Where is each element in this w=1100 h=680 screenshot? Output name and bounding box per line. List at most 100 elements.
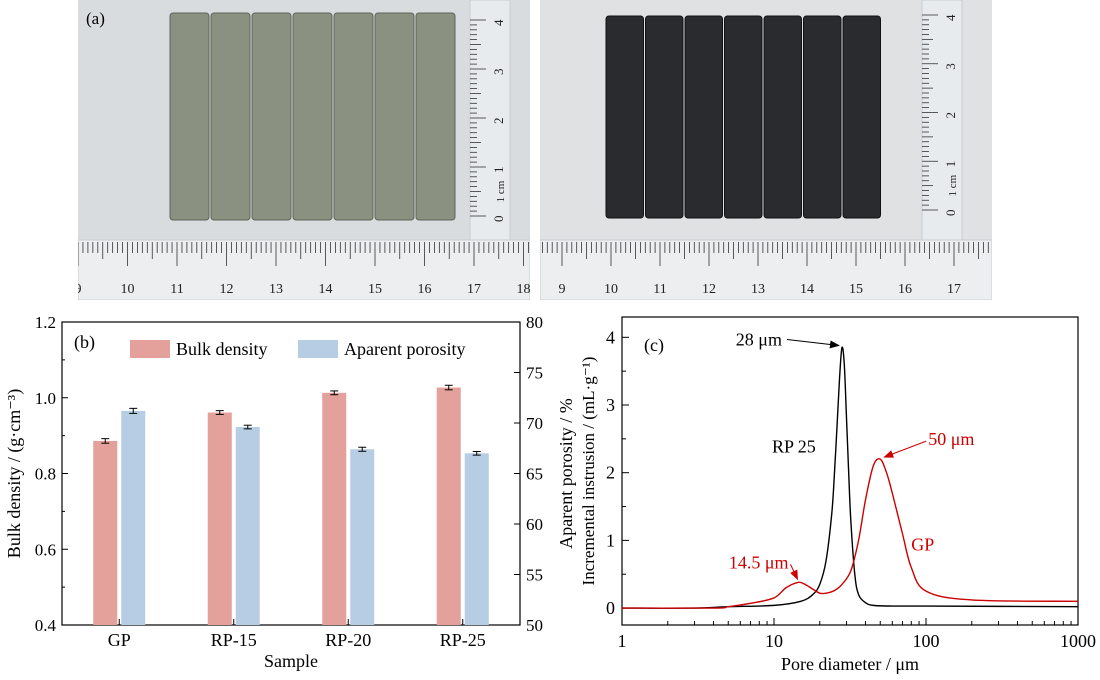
series-label-rp25: RP 25 xyxy=(772,436,816,456)
sample-bar xyxy=(842,15,881,219)
sample-bar xyxy=(251,12,292,221)
ruler-label: 11 xyxy=(653,282,666,297)
bar-bulk-density xyxy=(436,387,461,625)
ruler-label: 4 xyxy=(943,14,958,21)
sample-bar xyxy=(333,12,374,221)
sample-bar xyxy=(684,15,723,219)
y-tick-label: 1.0 xyxy=(35,389,56,408)
ruler-label: 15 xyxy=(368,282,382,297)
ruler-label: 9 xyxy=(559,282,566,297)
vertical-ruler xyxy=(921,0,963,241)
ruler-label: 11 xyxy=(170,282,183,297)
panel-a-label: (a) xyxy=(86,9,105,28)
ruler-label: 0 xyxy=(491,216,506,223)
y-tick-label: 1 xyxy=(606,530,615,550)
bar-chart-density-porosity: 0.4 0.6 0.8 1.0 1.2 50 55 60 65 70 75 80 GP RP-15 RP-2… xyxy=(4,313,576,671)
y2-tick-label: 65 xyxy=(526,465,543,484)
annotation-arrow xyxy=(790,564,798,581)
x-tick-label: 1000 xyxy=(1060,631,1096,651)
annotation-14-5um: 14.5 μm xyxy=(729,552,789,572)
bar-bulk-density xyxy=(93,440,118,625)
vertical-ruler xyxy=(469,0,511,241)
panel-b-label: (b) xyxy=(74,332,95,353)
y-tick-label: 0.4 xyxy=(35,616,57,635)
ruler-label: 3 xyxy=(943,63,958,70)
sample-bar xyxy=(763,15,802,219)
bar-porosity xyxy=(464,453,489,625)
sample-bar xyxy=(605,15,644,219)
ruler-unit-label: 1 cm xyxy=(495,180,507,202)
ruler-label: 15 xyxy=(849,282,863,297)
y-tick-label: 4 xyxy=(606,327,615,347)
y-tick-label: 2 xyxy=(606,463,615,483)
y2-tick-label: 60 xyxy=(526,515,543,534)
ruler-label: 18 xyxy=(517,282,531,297)
x-tick-label: RP-25 xyxy=(440,630,486,650)
y-tick-label: 1.2 xyxy=(35,313,56,332)
annotation-28um: 28 μm xyxy=(736,329,782,349)
ruler-label: 12 xyxy=(220,282,234,297)
sample-bar xyxy=(803,15,842,219)
sample-bar xyxy=(415,12,456,221)
legend-label-bulk: Bulk density xyxy=(176,339,268,359)
legend-label-porosity: Aparent porosity xyxy=(344,339,465,359)
horizontal-ruler xyxy=(540,239,992,300)
sample-bar xyxy=(292,12,333,221)
annotation-50um: 50 μm xyxy=(928,429,974,449)
ruler-label: 2 xyxy=(491,118,506,125)
y-tick-label: 0.6 xyxy=(35,540,56,559)
y-axis-label: Incremental instrusion / (mL·g⁻¹) xyxy=(580,357,598,586)
sample-bar xyxy=(374,12,415,221)
sample-bar xyxy=(169,12,210,221)
ruler-label: 3 xyxy=(491,69,506,76)
panel-c-label: (c) xyxy=(644,335,664,356)
ruler-unit-label: 1 cm xyxy=(947,174,959,196)
series-label-gp: GP xyxy=(911,535,934,555)
plot-frame xyxy=(621,316,1079,626)
annotation-arrow xyxy=(883,440,927,458)
ruler-label: 4 xyxy=(491,19,506,26)
series-line-rp25 xyxy=(621,346,1079,609)
bar-bulk-density xyxy=(322,392,347,625)
y-tick-label: 0.8 xyxy=(35,465,56,484)
sample-bar xyxy=(645,15,684,219)
ruler-label: 14 xyxy=(319,282,333,297)
ruler-label: 13 xyxy=(751,282,765,297)
y2-axis-label: Aparent porosity / % xyxy=(556,398,576,548)
ruler-label: 17 xyxy=(947,282,961,297)
y2-tick-label: 50 xyxy=(526,616,543,635)
x-tick-label: RP-20 xyxy=(325,630,371,650)
x-tick-label: 100 xyxy=(913,631,940,651)
y2-tick-label: 70 xyxy=(526,414,543,433)
ruler-label: 14 xyxy=(800,282,814,297)
legend-swatch-bulk xyxy=(130,340,170,358)
ruler-label: 10 xyxy=(121,282,135,297)
ruler-label: 1 xyxy=(943,161,958,168)
ruler-label: 2 xyxy=(943,112,958,119)
sample-bar xyxy=(724,15,763,219)
x-tick-label: 10 xyxy=(765,631,783,651)
bar-porosity xyxy=(235,427,260,625)
y-axis-label: Bulk density / (g·cm⁻³) xyxy=(4,389,25,558)
ruler-label: 10 xyxy=(604,282,618,297)
ruler-label: 12 xyxy=(702,282,716,297)
x-axis-label: Sample xyxy=(264,651,318,671)
legend-swatch-porosity xyxy=(298,340,338,358)
ruler-label: 16 xyxy=(898,282,912,297)
ruler-label: 13 xyxy=(269,282,283,297)
x-tick-label: RP-15 xyxy=(211,630,257,650)
x-axis-label: Pore diameter / μm xyxy=(781,654,919,674)
y2-tick-label: 55 xyxy=(526,566,543,585)
x-tick-label: GP xyxy=(108,630,131,650)
y-tick-label: 0 xyxy=(606,598,615,618)
bar-porosity xyxy=(121,410,146,625)
x-tick-label: 1 xyxy=(618,631,627,651)
ruler-label: 16 xyxy=(418,282,432,297)
ruler-label: 0 xyxy=(943,210,958,217)
y2-tick-label: 75 xyxy=(526,364,543,383)
annotation-arrow xyxy=(786,338,840,349)
